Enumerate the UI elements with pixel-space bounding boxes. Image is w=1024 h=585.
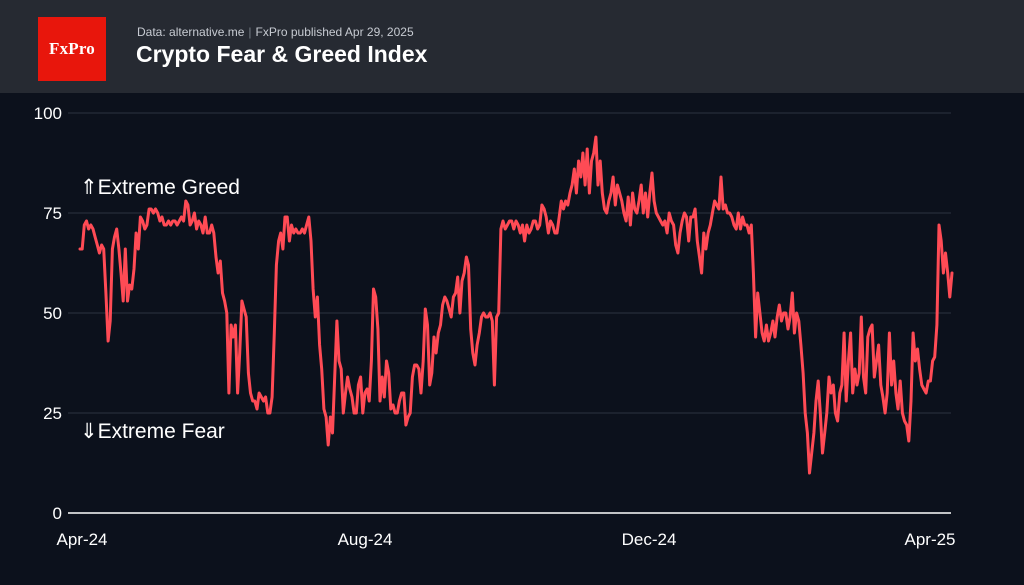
chart-svg: 0 25 50 75 100 Apr-24 Aug-24 Dec-24 Apr-25 ⇑Ext… — [34, 104, 956, 549]
y-tick-label: 0 — [53, 504, 62, 523]
meta-line: Data: alternative.me | FxPro published Apr… — [137, 25, 414, 39]
y-tick-label: 100 — [34, 104, 62, 123]
y-tick-label: 25 — [43, 404, 62, 423]
x-tick-label: Apr-25 — [904, 530, 955, 549]
y-tick-label: 50 — [43, 304, 62, 323]
x-axis: Apr-24 Aug-24 Dec-24 Apr-25 — [56, 512, 956, 549]
grid — [68, 112, 951, 414]
x-tick-label: Apr-24 — [56, 530, 107, 549]
greed-annotation: ⇑Extreme Greed — [80, 176, 240, 199]
fxpro-logo: FxPro — [38, 17, 106, 81]
series-line — [78, 135, 954, 475]
x-tick-label: Aug-24 — [338, 530, 393, 549]
chart-area: 0 25 50 75 100 Apr-24 Aug-24 Dec-24 Apr-25 ⇑Ext… — [0, 93, 1024, 585]
x-tick-label: Dec-24 — [622, 530, 677, 549]
data-source: Data: alternative.me — [137, 25, 245, 39]
fear-annotation: ⇓Extreme Fear — [80, 420, 225, 443]
separator: | — [248, 25, 252, 39]
chart-title: Crypto Fear & Greed Index — [136, 41, 428, 67]
y-axis: 0 25 50 75 100 — [34, 104, 62, 523]
publish-info: FxPro published Apr 29, 2025 — [255, 25, 414, 39]
y-tick-label: 75 — [43, 204, 62, 223]
logo-text: FxPro — [48, 39, 95, 58]
header: FxPro Data: alternative.me | FxPro publish… — [0, 0, 1024, 93]
